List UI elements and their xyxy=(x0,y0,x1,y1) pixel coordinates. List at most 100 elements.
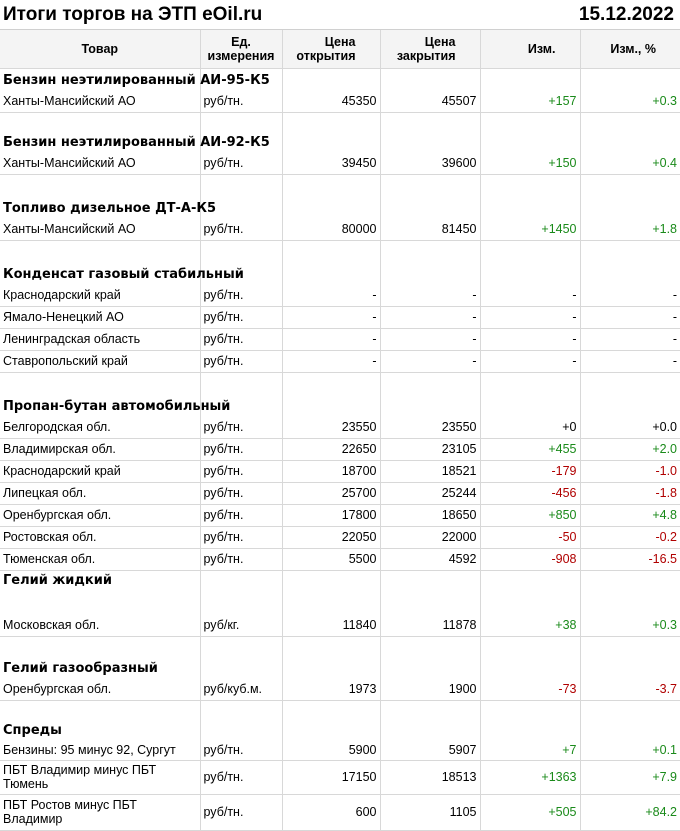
section-cell xyxy=(479,132,580,152)
cell: 22050 xyxy=(281,526,380,549)
section-cell xyxy=(379,570,480,614)
data-row: Ростовская обл. руб/тн. 22050 22000 -50 -0.2 xyxy=(0,526,680,549)
spacer-cell xyxy=(379,112,480,132)
cell: Оренбургская обл. xyxy=(0,678,200,701)
spacer-row xyxy=(0,372,680,396)
column-header: Цена закрытия xyxy=(379,30,480,69)
section-cell xyxy=(479,570,580,614)
cell: +455 xyxy=(479,438,580,461)
section-cell xyxy=(281,396,380,416)
section-cell xyxy=(479,396,580,416)
cell: 18700 xyxy=(281,460,380,483)
cell: 11840 xyxy=(281,614,380,637)
spacer-cell xyxy=(281,112,380,132)
section-title: Спреды xyxy=(3,723,62,738)
cell: 5907 xyxy=(379,740,480,761)
data-row: Оренбургская обл. руб/куб.м. 1973 1900 -73 -3… xyxy=(0,678,680,701)
section-cell xyxy=(379,68,480,90)
cell: +4.8 xyxy=(579,504,680,527)
spacer-cell xyxy=(0,372,200,396)
cell: ПБТ Ростов минус ПБТ Владимир xyxy=(0,794,200,831)
cell: +0.4 xyxy=(579,152,680,175)
section-title: Топливо дизельное ДТ-А-К5 xyxy=(3,201,217,216)
cell: 18521 xyxy=(379,460,480,483)
spacer-cell xyxy=(0,700,200,720)
section-cell xyxy=(479,198,580,218)
title: Итоги торгов на ЭТП eOil.ru xyxy=(3,4,263,25)
cell: - xyxy=(579,350,680,373)
spacer-cell xyxy=(0,240,200,264)
data-row: Ленинградская область руб/тн. - - - - xyxy=(0,328,680,351)
cell: 23105 xyxy=(379,438,480,461)
section-cell xyxy=(379,658,480,678)
section-cell xyxy=(281,264,380,284)
section-cell xyxy=(281,132,380,152)
cell: 23550 xyxy=(281,416,380,439)
section-cell xyxy=(579,198,680,218)
spacer-cell xyxy=(479,372,580,396)
section-cell xyxy=(199,396,282,416)
cell: руб/тн. xyxy=(199,548,282,571)
section-cell xyxy=(281,720,380,740)
cell: -179 xyxy=(479,460,580,483)
spacer-cell xyxy=(379,372,480,396)
cell: Белгородская обл. xyxy=(0,416,200,439)
section-title: Конденсат газовый стабильный xyxy=(3,267,244,282)
spacer-cell xyxy=(579,112,680,132)
cell: руб/тн. xyxy=(199,794,282,831)
cell: +7 xyxy=(479,740,580,761)
cell: 5500 xyxy=(281,548,380,571)
section-cell xyxy=(199,68,282,90)
cell: - xyxy=(379,328,480,351)
section-cell xyxy=(199,264,282,284)
section-row: Бензин неэтилированный АИ-92-К5 xyxy=(0,132,680,152)
data-row: Ханты-Мансийский АО руб/тн. 45350 45507 +157… xyxy=(0,90,680,113)
spacer-cell xyxy=(479,700,580,720)
section-cell xyxy=(379,720,480,740)
spacer-cell xyxy=(199,174,282,198)
data-row: Ханты-Мансийский АО руб/тн. 39450 39600 +150… xyxy=(0,152,680,175)
section-cell xyxy=(579,570,680,614)
spacer-cell xyxy=(579,372,680,396)
cell: руб/тн. xyxy=(199,90,282,113)
spacer-cell xyxy=(0,636,200,658)
cell: руб/тн. xyxy=(199,306,282,329)
cell: 22000 xyxy=(379,526,480,549)
section-cell xyxy=(479,68,580,90)
section-cell xyxy=(579,68,680,90)
cell: руб/тн. xyxy=(199,350,282,373)
spacer-row xyxy=(0,174,680,198)
column-header: Цена открытия xyxy=(281,30,380,69)
cell: 22650 xyxy=(281,438,380,461)
cell: Ханты-Мансийский АО xyxy=(0,90,200,113)
spacer-cell xyxy=(281,240,380,264)
cell: Липецкая обл. xyxy=(0,482,200,505)
cell: руб/тн. xyxy=(199,284,282,307)
data-row: Краснодарский край руб/тн. 18700 18521 -179-… xyxy=(0,460,680,483)
cell: 25244 xyxy=(379,482,480,505)
cell: руб/тн. xyxy=(199,482,282,505)
spacer-cell xyxy=(199,240,282,264)
cell: Ленинградская область xyxy=(0,328,200,351)
cell: - xyxy=(479,350,580,373)
cell: 81450 xyxy=(379,218,480,241)
cell: -73 xyxy=(479,678,580,701)
section-cell xyxy=(579,720,680,740)
section-cell xyxy=(281,570,380,614)
section-row: Бензин неэтилированный АИ-95-К5 xyxy=(0,68,680,90)
spacer-cell xyxy=(281,636,380,658)
cell: - xyxy=(479,306,580,329)
cell: +1363 xyxy=(479,760,580,795)
cell: -50 xyxy=(479,526,580,549)
spacer-cell xyxy=(479,636,580,658)
header-row: Товар Ед. измерения Цена открытия Цена закр… xyxy=(0,30,680,69)
section-row: Топливо дизельное ДТ-А-К5 xyxy=(0,198,680,218)
cell: -3.7 xyxy=(579,678,680,701)
cell: -456 xyxy=(479,482,580,505)
cell: - xyxy=(479,284,580,307)
section-cell xyxy=(199,658,282,678)
section-cell xyxy=(199,720,282,740)
data-row: Владимирская обл. руб/тн. 22650 23105 +455 +2… xyxy=(0,438,680,461)
cell: -16.5 xyxy=(579,548,680,571)
